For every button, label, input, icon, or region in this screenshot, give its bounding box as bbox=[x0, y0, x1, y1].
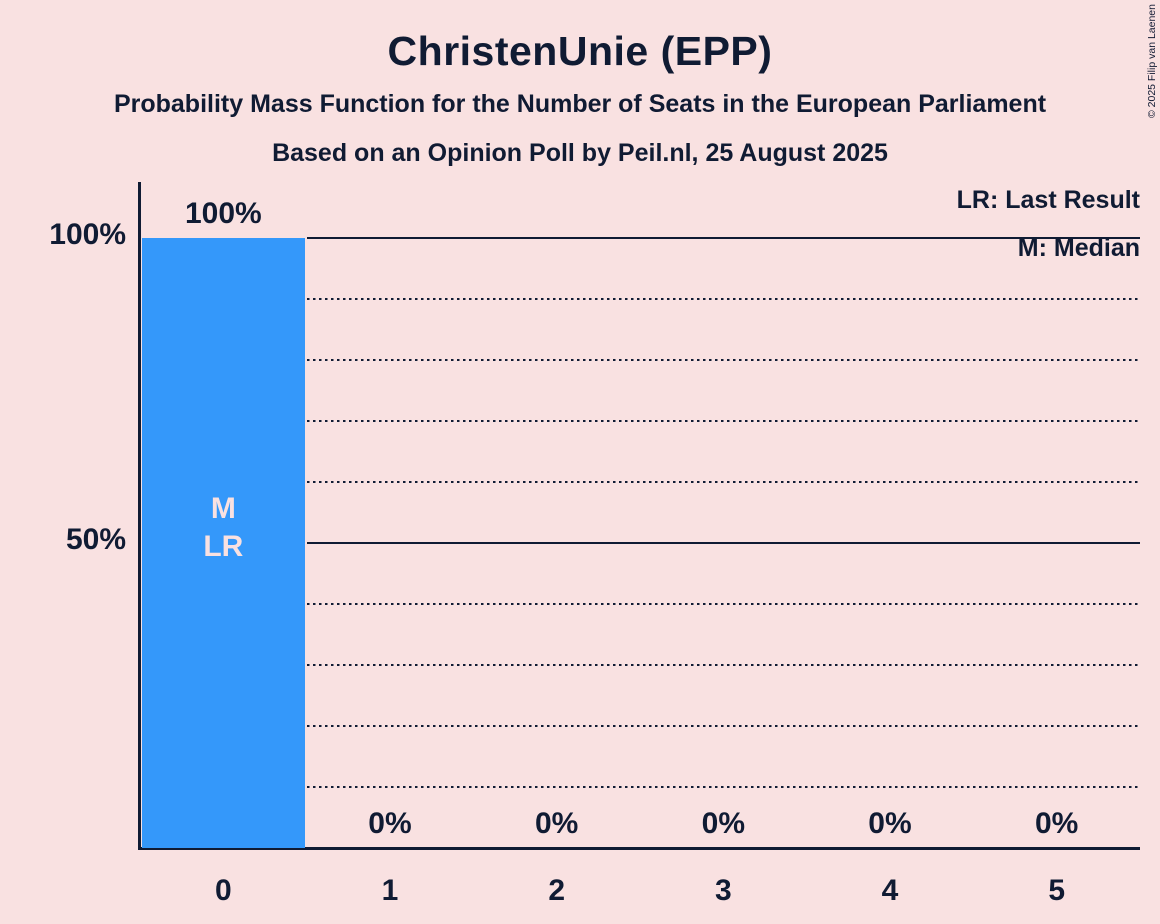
gridline-dotted-10pct bbox=[307, 785, 1140, 789]
gridline-dotted-60pct bbox=[307, 480, 1140, 484]
bar-value-label-5: 0% bbox=[1034, 807, 1079, 840]
gridline-solid-100pct bbox=[307, 236, 1140, 240]
bar-value-label-1: 0% bbox=[368, 807, 412, 840]
y-axis-tick-50%: 50% bbox=[65, 523, 126, 556]
y-axis-tick-100%: 100% bbox=[49, 218, 126, 251]
chart-subtitle-source: Based on an Opinion Poll by Peil.nl, 25 … bbox=[272, 139, 888, 167]
gridline-dotted-40pct bbox=[307, 602, 1140, 606]
chart-title: ChristenUnie (EPP) bbox=[387, 28, 773, 74]
x-axis-tick-5: 5 bbox=[1048, 874, 1065, 907]
x-axis-tick-4: 4 bbox=[881, 874, 899, 907]
chart-subtitle: Probability Mass Function for the Number… bbox=[113, 90, 1047, 118]
gridline-dotted-90pct bbox=[307, 297, 1140, 301]
legend-last-result: LR: Last Result bbox=[956, 186, 1140, 214]
y-axis-line bbox=[138, 182, 141, 850]
x-axis-tick-1: 1 bbox=[381, 874, 399, 907]
bar-value-label-3: 0% bbox=[701, 807, 745, 840]
gridline-dotted-70pct bbox=[307, 419, 1140, 423]
gridline-solid-50pct bbox=[307, 541, 1140, 545]
x-axis-line bbox=[138, 847, 1140, 850]
bar-seats-0 bbox=[142, 238, 305, 848]
copyright-notice: © 2025 Filip van Laenen bbox=[1146, 4, 1158, 118]
x-axis-tick-0: 0 bbox=[214, 874, 232, 907]
bar-value-label-0: 100% bbox=[184, 197, 262, 230]
bar-marker-median-last-result: M LR bbox=[203, 492, 244, 563]
gridline-dotted-80pct bbox=[307, 358, 1140, 362]
gridline-dotted-20pct bbox=[307, 724, 1140, 728]
bar-value-label-4: 0% bbox=[868, 807, 912, 840]
gridline-dotted-30pct bbox=[307, 663, 1140, 667]
bar-value-label-2: 0% bbox=[534, 807, 579, 840]
x-axis-tick-3: 3 bbox=[714, 874, 732, 907]
x-axis-tick-2: 2 bbox=[548, 874, 565, 907]
